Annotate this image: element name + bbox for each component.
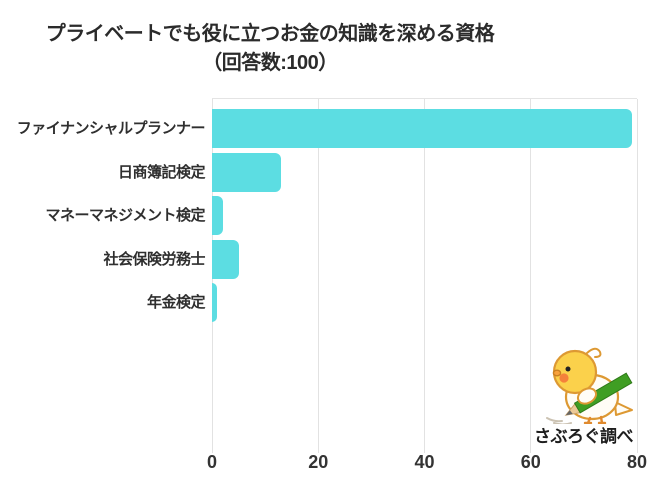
gridline-x-80 (636, 99, 638, 453)
chart-title-line2: （回答数:100） (202, 52, 338, 74)
x-tick-label-40: 40 (414, 452, 435, 472)
chart-title-line1: プライベートでも役に立つお金の知識を深める資格 (45, 23, 495, 45)
y-category-label-2: マネーマネジメント検定 (45, 207, 205, 224)
plot-area (211, 98, 638, 453)
gridline-x-20 (317, 99, 319, 453)
y-category-label-4: 年金検定 (146, 294, 206, 311)
chart-title: プライベートでも役に立つお金の知識を深める資格 （回答数:100） (0, 20, 540, 78)
y-category-label-1: 日商簿記検定 (117, 163, 206, 181)
bar-0 (212, 109, 632, 148)
x-tick-label-20: 20 (308, 452, 329, 472)
mascot-bird-icon (546, 347, 633, 424)
bar-2 (212, 196, 223, 235)
mascot-label: さぶろぐ調べ (534, 427, 634, 446)
x-tick-label-0: 0 (206, 452, 217, 472)
y-category-label-3: 社会保険労務士 (103, 250, 205, 268)
bar-1 (212, 152, 282, 192)
gridline-x-40 (424, 99, 425, 453)
bar-4 (212, 283, 218, 322)
gridline-x-60 (530, 99, 532, 453)
bar-3 (212, 239, 239, 279)
y-category-label-0: ファイナンシャルプランナー (16, 120, 206, 137)
mascot-watermark: さぶろぐ調べ (531, 344, 636, 447)
x-tick-label-80: 80 (626, 452, 648, 472)
x-tick-label-60: 60 (520, 452, 541, 472)
